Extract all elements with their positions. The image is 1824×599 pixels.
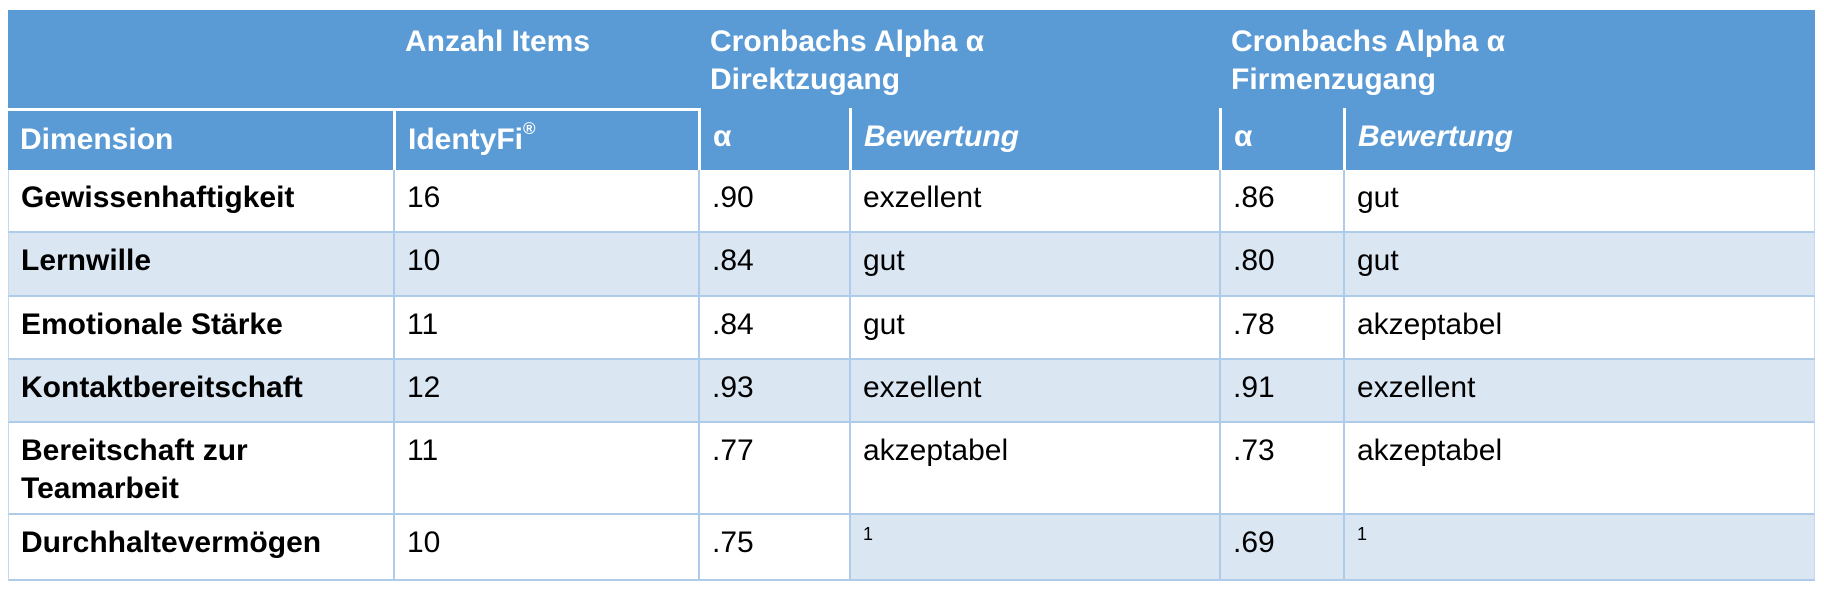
- row-3-items: 12: [393, 360, 698, 423]
- row-2-alpha-firmen: .78: [1219, 297, 1343, 360]
- row-5-items: 10: [393, 515, 698, 581]
- col-header-bewertung-firmen: Bewertung: [1343, 108, 1815, 170]
- col-group-header-cronbach-direktzugang: Cronbachs Alpha α Direktzugang: [698, 10, 1219, 108]
- col-header-bewertung-direkt: Bewertung: [849, 108, 1219, 170]
- row-0-alpha-firmen: .86: [1219, 170, 1343, 233]
- cronbach-direkt-line1: Cronbachs Alpha α: [710, 25, 985, 58]
- row-1-bewertung-firmen: gut: [1343, 233, 1815, 297]
- row-4-bewertung-direkt: akzeptabel: [849, 423, 1219, 515]
- row-2-alpha-direkt: .84: [698, 297, 849, 360]
- row-1-alpha-firmen: .80: [1219, 233, 1343, 297]
- col-header-alpha-firmen: α: [1219, 108, 1343, 170]
- col-group-header-cronbach-firmenzugang: Cronbachs Alpha α Firmenzugang: [1219, 10, 1815, 108]
- cronbach-firmen-line1: Cronbachs Alpha α: [1231, 25, 1506, 58]
- row-3-bewertung-direkt: exzellent: [849, 360, 1219, 423]
- cronbach-firmen-line2: Firmenzugang: [1231, 62, 1437, 96]
- row-0-items: 16: [393, 170, 698, 233]
- col-header-identyfi: IdentyFi®: [393, 108, 698, 170]
- row-5-alpha-direkt: .75: [698, 515, 849, 581]
- registered-trademark-symbol: ®: [523, 119, 536, 138]
- row-5-bewertung-firmen: 1: [1343, 515, 1815, 581]
- row-4-dimension: Bereitschaft zur Teamarbeit: [8, 423, 393, 515]
- reliability-table: Anzahl Items Cronbachs Alpha α Direktzug…: [8, 10, 1815, 581]
- row-4-bewertung-firmen: akzeptabel: [1343, 423, 1815, 515]
- row-5-bewertung-direkt: 1: [849, 515, 1219, 581]
- row-5-dimension: Durchhaltevermögen: [8, 515, 393, 581]
- row-3-alpha-direkt: .93: [698, 360, 849, 423]
- row-4-alpha-direkt: .77: [698, 423, 849, 515]
- row-1-dimension: Lernwille: [8, 233, 393, 297]
- col-header-alpha-direkt: α: [698, 108, 849, 170]
- row-4-alpha-firmen: .73: [1219, 423, 1343, 515]
- row-2-dimension: Emotionale Stärke: [8, 297, 393, 360]
- row-0-bewertung-direkt: exzellent: [849, 170, 1219, 233]
- row-1-items: 10: [393, 233, 698, 297]
- row-1-bewertung-direkt: gut: [849, 233, 1219, 297]
- row-3-alpha-firmen: .91: [1219, 360, 1343, 423]
- row-0-bewertung-firmen: gut: [1343, 170, 1815, 233]
- row-2-bewertung-direkt: gut: [849, 297, 1219, 360]
- row-3-bewertung-firmen: exzellent: [1343, 360, 1815, 423]
- col-header-dimension: Dimension: [8, 108, 393, 170]
- row-0-dimension: Gewissenhaftigkeit: [8, 170, 393, 233]
- header-corner-empty: [8, 10, 393, 108]
- row-4-items: 11: [393, 423, 698, 515]
- footnote-marker-firmen: 1: [1357, 524, 1368, 544]
- identyfi-label: IdentyFi: [408, 123, 524, 156]
- row-3-dimension: Kontaktbereitschaft: [8, 360, 393, 423]
- row-5-alpha-firmen: .69: [1219, 515, 1343, 581]
- col-header-anzahl-items: Anzahl Items: [393, 10, 698, 108]
- footnote-marker-direkt: 1: [863, 524, 874, 544]
- row-2-items: 11: [393, 297, 698, 360]
- row-2-bewertung-firmen: akzeptabel: [1343, 297, 1815, 360]
- row-1-alpha-direkt: .84: [698, 233, 849, 297]
- row-0-alpha-direkt: .90: [698, 170, 849, 233]
- cronbach-direkt-line2: Direktzugang: [710, 62, 901, 96]
